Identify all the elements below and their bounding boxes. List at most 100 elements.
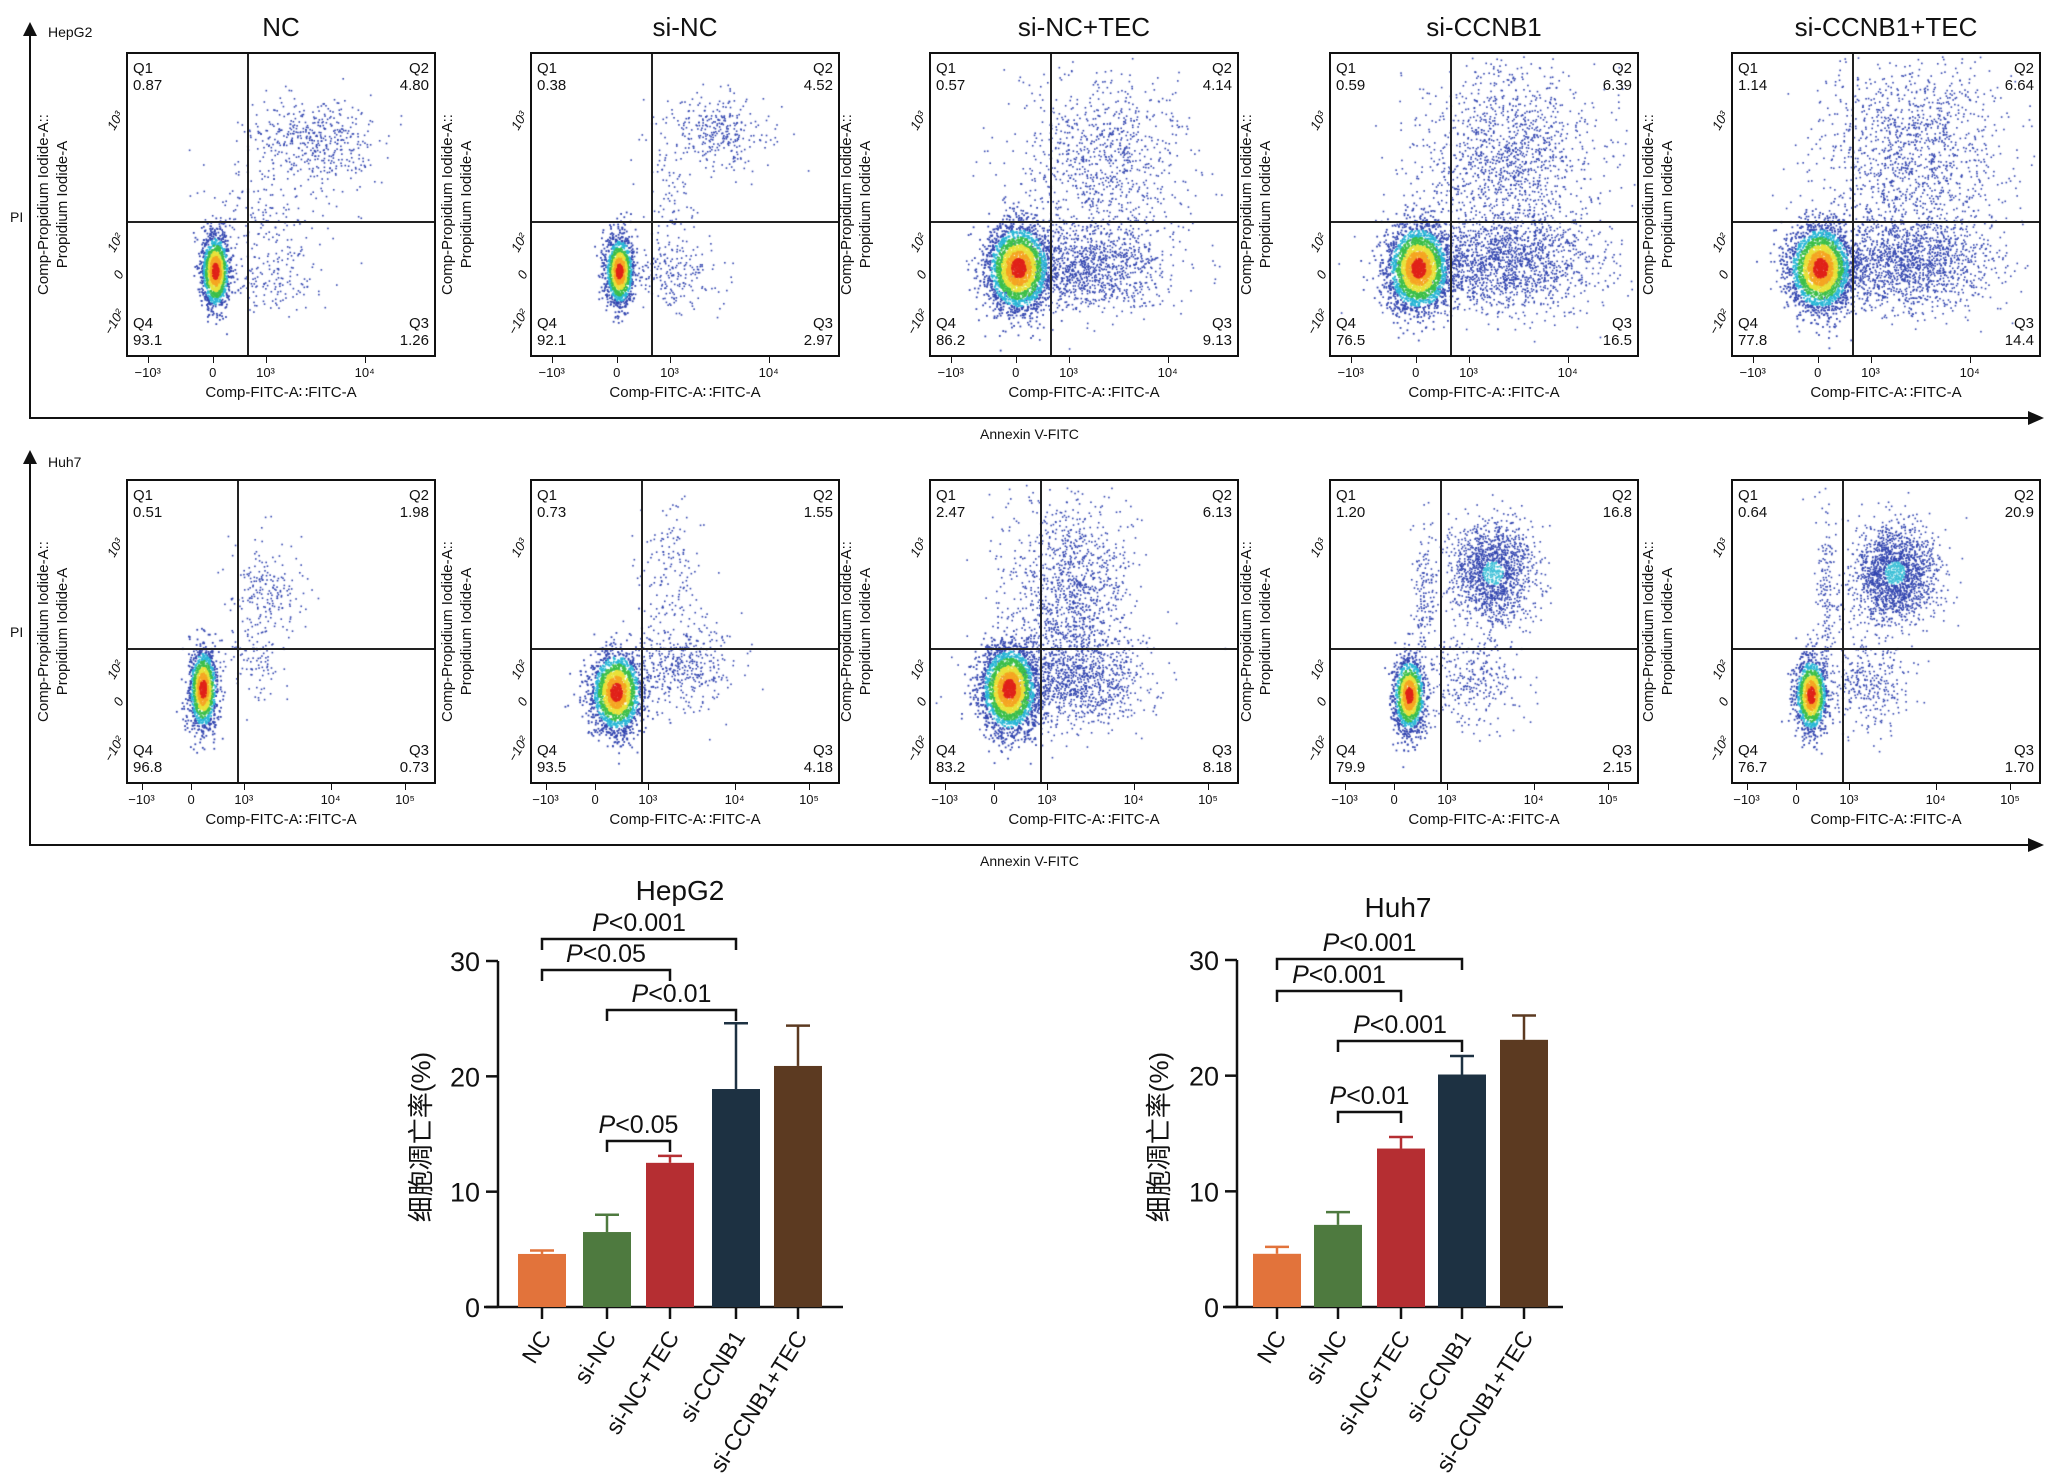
quadrant-name: Q4 xyxy=(133,742,154,759)
quadrant-q4: Q4 92.1 xyxy=(537,315,566,349)
quadrant-q1: Q1 1.20 xyxy=(1336,487,1365,521)
x-tick-label: 10³ xyxy=(638,792,658,807)
p-value-label: P<0.001 xyxy=(1353,1011,1447,1039)
p-symbol: P xyxy=(1292,961,1309,989)
flow-plot: Q1 0.59 Q2 6.39 Q3 16.5 Q4 76.5 xyxy=(1329,52,1641,359)
p-threshold: <0.001 xyxy=(609,909,686,937)
quadrant-name: Q1 xyxy=(1336,487,1357,504)
significance-bracket xyxy=(605,1008,738,1021)
quadrant-name: Q1 xyxy=(1738,487,1759,504)
quadrant-percent: 79.9 xyxy=(1336,759,1366,776)
x-tick-label: 0 xyxy=(1012,365,1020,380)
p-threshold: <0.001 xyxy=(1339,929,1416,957)
significance-bracket xyxy=(540,937,738,950)
x-tick-label: 10⁵ xyxy=(799,792,819,807)
quadrant-percent: 93.5 xyxy=(537,759,567,776)
scatter-density-plot xyxy=(1733,481,2043,786)
x-tick-mark xyxy=(1848,784,1850,790)
quadrant-name: Q3 xyxy=(1611,315,1632,332)
y-tick-label: 0 xyxy=(1204,1293,1219,1323)
bar-si-nc xyxy=(583,1232,631,1307)
quadrant-name: Q4 xyxy=(1738,315,1759,332)
quadrant-q4: Q4 93.1 xyxy=(133,315,162,349)
x-tick-mark xyxy=(1752,357,1754,363)
x-tick-mark xyxy=(191,784,193,790)
x-tick-label: 0 xyxy=(990,792,998,807)
flow-plot: Q1 0.57 Q2 4.14 Q3 9.13 Q4 86.2 xyxy=(929,52,1241,359)
quadrant-percent: 8.18 xyxy=(1202,759,1232,776)
quadrant-q3: Q3 2.15 xyxy=(1603,742,1632,776)
x-axis-arrowhead xyxy=(2028,411,2044,425)
x-tick-mark xyxy=(545,784,547,790)
plot-x-label: Comp-FITC-A∷FITC-A xyxy=(1810,384,1962,401)
quadrant-q2: Q2 4.80 xyxy=(400,60,429,94)
x-tick-label: −10³ xyxy=(532,792,559,807)
quadrant-percent: 86.2 xyxy=(936,332,966,349)
p-symbol: P xyxy=(566,940,583,968)
x-tick-label: si-NC xyxy=(1300,1326,1353,1389)
plot-x-label: Comp-FITC-A∷FITC-A xyxy=(609,811,761,828)
quadrant-q2: Q2 16.8 xyxy=(1603,487,1632,521)
x-tick-label: 10⁴ xyxy=(1959,365,1980,380)
y-axis-arrowhead xyxy=(23,22,37,36)
quadrant-percent: 2.15 xyxy=(1602,759,1632,776)
x-tick-label: si-NC xyxy=(569,1326,622,1389)
quadrant-percent: 92.1 xyxy=(537,332,567,349)
p-threshold: <0.01 xyxy=(648,980,711,1008)
y-tick-label: 30 xyxy=(1189,946,1219,976)
x-tick-label: 0 xyxy=(1814,365,1822,380)
plot-x-label: Comp-FITC-A∷FITC-A xyxy=(205,811,357,828)
p-symbol: P xyxy=(599,1111,616,1139)
x-tick-mark xyxy=(1394,784,1396,790)
quadrant-name: Q4 xyxy=(133,315,154,332)
p-threshold: <0.05 xyxy=(583,940,646,968)
quadrant-percent: 9.13 xyxy=(1202,332,1232,349)
quadrant-q2: Q2 1.98 xyxy=(400,487,429,521)
quadrant-q1: Q1 0.59 xyxy=(1336,60,1365,94)
quadrant-percent: 4.52 xyxy=(803,77,833,94)
scatter-density-plot xyxy=(1331,54,1641,359)
scatter-density-plot xyxy=(1331,481,1641,786)
x-tick-mark xyxy=(1133,784,1135,790)
x-tick-label: −10³ xyxy=(128,792,155,807)
plot-x-label: Comp-FITC-A∷FITC-A xyxy=(1408,384,1560,401)
quadrant-q2: Q2 6.39 xyxy=(1603,60,1632,94)
x-tick-label: 10³ xyxy=(1459,365,1478,380)
flow-plot: Q1 1.14 Q2 6.64 Q3 14.4 Q4 77.8 xyxy=(1731,52,2043,359)
x-tick-mark xyxy=(1415,357,1417,363)
x-tick-label: 10⁵ xyxy=(1198,792,1218,807)
x-tick-label: 10⁴ xyxy=(1523,792,1544,807)
x-tick-mark xyxy=(809,784,810,790)
x-tick-label: −10³ xyxy=(1337,365,1364,380)
gate-horizontal xyxy=(128,647,434,650)
quadrant-percent: 76.7 xyxy=(1738,759,1768,776)
quadrant-name: Q1 xyxy=(1738,60,1759,77)
p-value-label: P<0.05 xyxy=(599,1111,679,1139)
x-tick-mark xyxy=(1567,357,1569,363)
quadrant-percent: 6.13 xyxy=(1202,504,1232,521)
gate-vertical xyxy=(640,481,643,782)
x-tick-label: −10³ xyxy=(937,365,964,380)
quadrant-percent: 0.64 xyxy=(1738,504,1768,521)
quadrant-percent: 96.8 xyxy=(133,759,163,776)
quadrant-name: Q4 xyxy=(537,742,558,759)
quadrant-percent: 0.87 xyxy=(133,77,163,94)
plot-x-label: Comp-FITC-A∷FITC-A xyxy=(1810,811,1962,828)
y-axis-label: PI xyxy=(10,624,24,640)
x-tick-label: 10⁴ xyxy=(354,365,375,380)
quadrant-q1: Q1 0.57 xyxy=(936,60,965,94)
x-tick-mark xyxy=(330,784,332,790)
column-title: si-NC xyxy=(652,12,718,42)
quadrant-name: Q2 xyxy=(408,487,429,504)
quadrant-name: Q3 xyxy=(408,742,429,759)
quadrant-q4: Q4 96.8 xyxy=(133,742,162,776)
x-tick-mark xyxy=(1870,357,1872,363)
x-tick-label: 10³ xyxy=(1037,792,1057,807)
x-tick-label: 10⁴ xyxy=(320,792,341,807)
quadrant-name: Q3 xyxy=(812,315,833,332)
bar-si-ccnb1 xyxy=(712,1089,760,1307)
y-axis-arrow-line xyxy=(29,26,31,417)
y-axis-title: 细胞凋亡率(%) xyxy=(406,1052,436,1222)
p-value-label: P<0.001 xyxy=(592,909,686,937)
quadrant-percent: 20.9 xyxy=(2004,504,2034,521)
